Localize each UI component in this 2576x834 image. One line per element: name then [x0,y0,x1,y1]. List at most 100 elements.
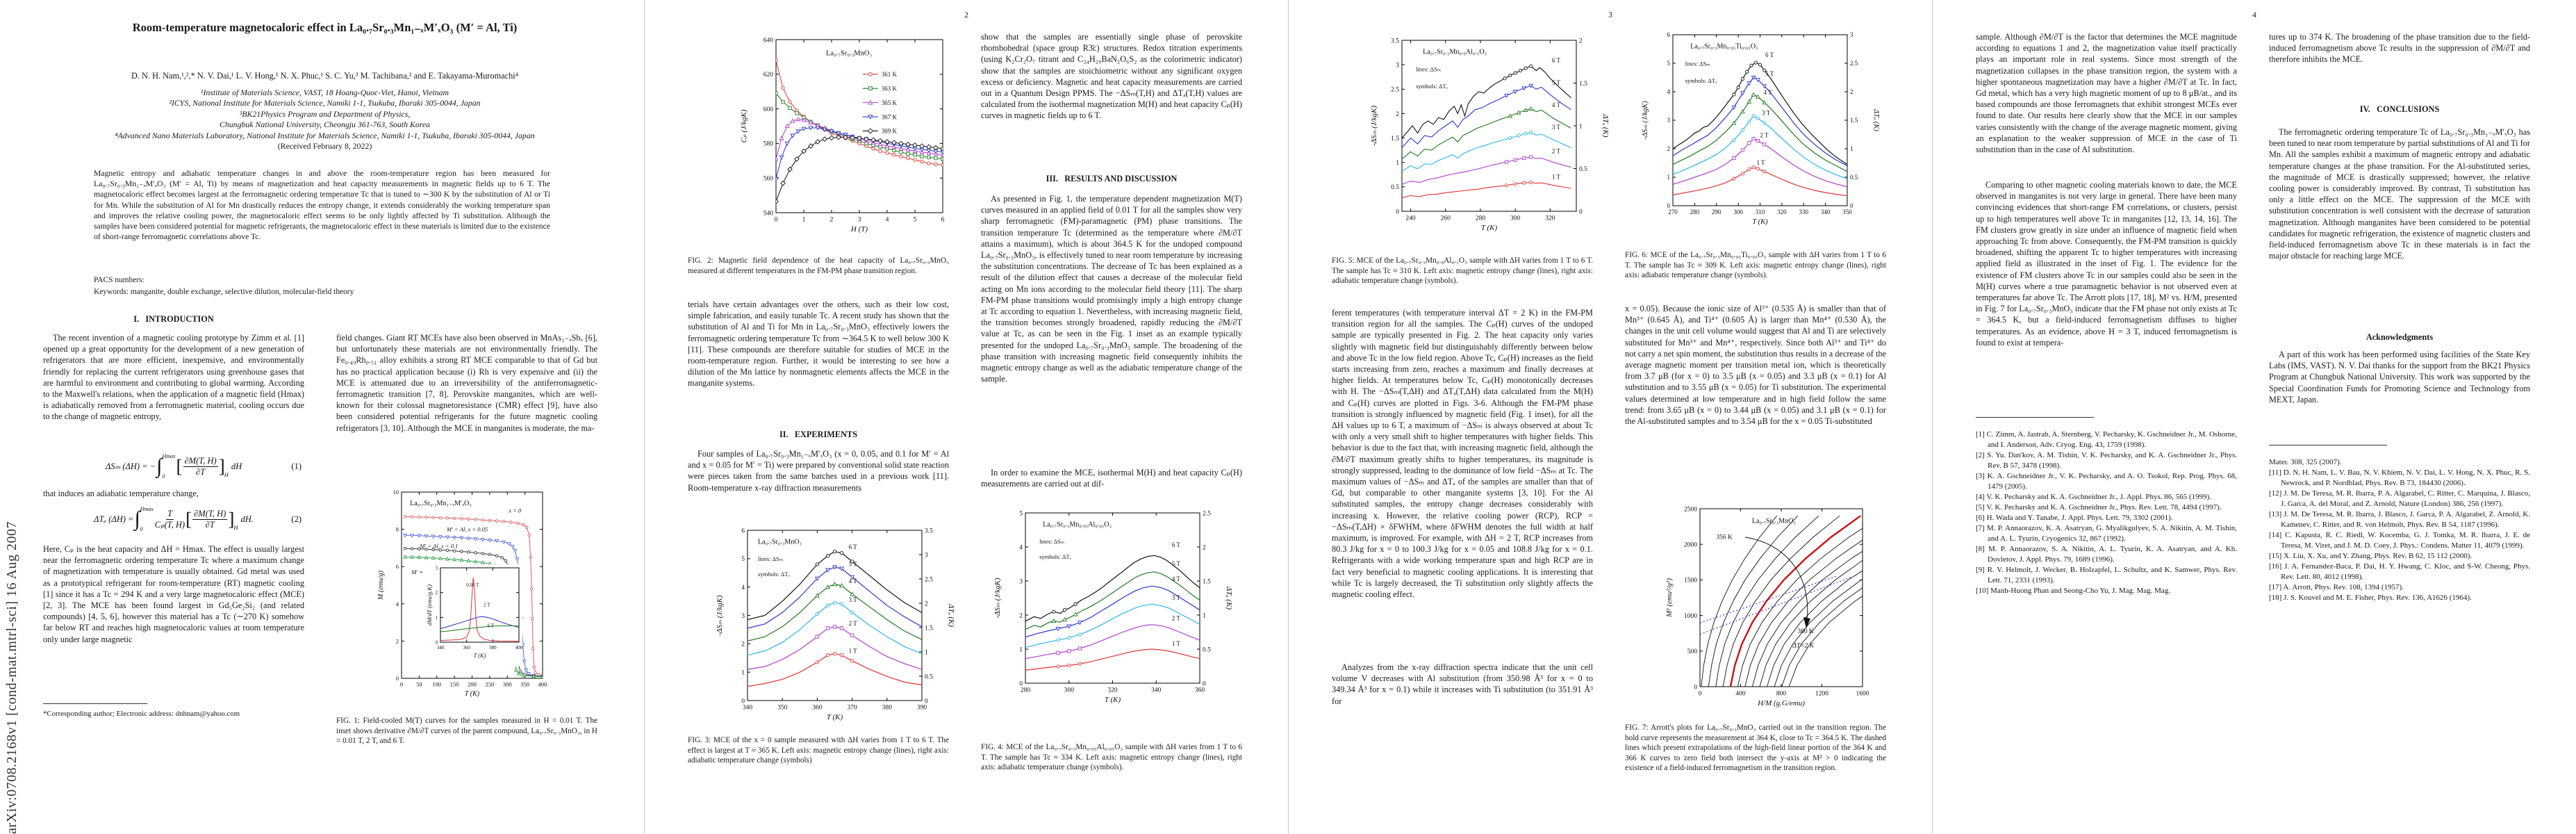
svg-text:367 K: 367 K [882,113,898,120]
svg-text:300: 300 [1510,215,1521,222]
svg-text:3: 3 [1019,578,1023,585]
svg-text:-ΔSₘ (J/kgK): -ΔSₘ (J/kgK) [1642,101,1649,140]
svg-text:2: 2 [830,217,834,224]
svg-text:3: 3 [436,565,438,571]
svg-text:400: 400 [1735,691,1746,698]
svg-text:0: 0 [1396,208,1399,215]
svg-text:1: 1 [1579,123,1583,130]
paragraph: show that the samples are essentially si… [981,32,1242,121]
reference-item: [4] V. K. Pecharsky and K. A. Gschneidne… [1976,493,2212,501]
svg-text:lines: ΔSₘ: lines: ΔSₘ [1039,538,1065,545]
svg-text:4: 4 [741,584,745,591]
fig5-chart: 240 260 280 300 320 0 0.5 1 1.5 2 2.5 3 3.5 0 0.5 1 1.5 2… [1370,38,1610,232]
svg-text:0.5: 0.5 [1579,166,1587,173]
paragraph: that induces an adiabatic temperature ch… [43,489,199,498]
svg-text:ΔTₐ (K): ΔTₐ (K) [1225,586,1232,610]
svg-text:360: 360 [812,705,823,712]
svg-text:T (K): T (K) [465,690,480,698]
svg-text:1.5: 1.5 [1850,117,1858,124]
svg-text:2000: 2000 [1684,542,1697,549]
abstract: Magnetic entropy and adiabatic temperatu… [94,169,550,242]
svg-text:5 T: 5 T [1552,79,1561,86]
reference-item: [3] K. A. Gschneidner Jr., V. K. Pechars… [1976,472,2237,491]
svg-text:1 T: 1 T [1172,640,1181,647]
reference-item: [10] Manh-Huong Phan and Seong-Cho Yu, J… [1976,587,2171,595]
svg-text:320: 320 [1107,687,1118,694]
svg-text:3 T: 3 T [1552,124,1561,131]
svg-text:2: 2 [436,590,438,596]
references-column-2: Mater. 308, 325 (2007). [11] D. N. H. Nam… [2269,457,2530,603]
reference-item: [11] D. N. H. Nam, L. V. Bau, N. V. Khie… [2269,468,2530,487]
svg-text:6 T: 6 T [488,623,495,629]
paragraph: Analyzes from the x-ray diffraction spec… [1332,662,1593,706]
affiliation-2: ²ICYS, National Institute for Materials … [169,98,481,108]
svg-text:400: 400 [538,681,547,688]
svg-text:ΔTₐ (K): ΔTₐ (K) [947,603,954,628]
svg-text:M (emu/g): M (emu/g) [377,570,385,600]
svg-text:6: 6 [941,217,945,224]
svg-text:360: 360 [1195,687,1205,694]
svg-text:2 T: 2 T [484,603,490,608]
svg-text:4: 4 [396,600,399,607]
svg-text:4 T: 4 T [849,578,858,584]
svg-text:1 T: 1 T [849,647,858,654]
svg-text:5: 5 [741,556,745,563]
affiliation-1: ¹Institute of Materials Science, VAST, 1… [200,88,449,97]
affiliation-3: ³BK21Physics Program and Department of P… [239,108,411,119]
fig7-chart: 0 400 800 1200 1600 0 500 1000 1500 2000 2500 H/M (… [1665,506,1869,708]
paragraph: As presented in Fig. 1, the temperature … [981,194,1242,384]
svg-text:La₀.₇Sr₀.₃Mn₀.₉₅Al₀.₀₅O₃: La₀.₇Sr₀.₃Mn₀.₉₅Al₀.₀₅O₃ [1043,521,1112,529]
svg-text:1: 1 [1667,174,1671,181]
svg-text:T (K): T (K) [827,713,843,721]
svg-text:4 T: 4 T [1552,101,1561,108]
svg-text:8: 8 [396,526,399,533]
svg-text:0: 0 [775,217,778,224]
svg-text:300: 300 [503,681,512,688]
svg-text:1: 1 [925,649,928,656]
svg-text:1600: 1600 [1856,691,1869,698]
figure-7-caption: FIG. 7: Arrott's plots for La₀.₇Sr₀.₃MnO… [1625,723,1886,773]
svg-text:6: 6 [1667,31,1671,38]
reference-item: [12] J. M. De Teresa, M. R. Ibarra, P. A… [2269,489,2530,508]
svg-text:2.5: 2.5 [925,576,933,583]
svg-text:640: 640 [763,37,774,44]
svg-text:340: 340 [1821,208,1831,215]
paper-title: Room-temperature magnetocaloric effect i… [132,21,518,34]
paragraph: tures up to 374 K. The broadening of the… [2269,32,2530,65]
svg-text:0: 0 [400,681,403,688]
svg-text:360: 360 [463,645,470,651]
arxiv-banner: arXiv:0708.2168v1 [cond-mat.mtrl-sci] 16… [4,521,19,834]
svg-text:6 T: 6 T [849,543,858,550]
svg-text:0: 0 [1019,680,1023,687]
svg-text:0: 0 [1203,680,1206,687]
svg-text:lines: ΔSₘ: lines: ΔSₘ [1416,65,1442,72]
svg-text:560: 560 [763,176,774,183]
svg-text:La₀.₇Sr₀.₃Mn₁₋ₓM′ₓO₃: La₀.₇Sr₀.₃Mn₁₋ₓM′ₓO₃ [410,500,472,507]
svg-text:300: 300 [1064,687,1075,694]
svg-text:3.5: 3.5 [1391,38,1399,44]
reference-item: [6] H. Wada and Y. Tanabe, J. Appl. Phys… [1976,514,2173,522]
svg-text:2: 2 [1850,88,1853,95]
paragraph: Comparing to other magnetic cooling mate… [1976,180,2237,348]
svg-text:1: 1 [436,615,438,621]
svg-text:dM/dT (emu/g.K): dM/dT (emu/g.K) [426,584,433,626]
svg-text:4: 4 [1667,88,1671,95]
figure-2-caption: FIG. 2: Magnetic field dependence of the… [688,256,949,275]
svg-text:3: 3 [741,613,745,620]
svg-text:1: 1 [1850,145,1853,152]
fig3-chart: 340 350 360 370 380 390012345600.511.522.533.… [716,528,955,721]
svg-text:1.5: 1.5 [1203,578,1211,585]
svg-text:x = 0: x = 0 [508,507,522,514]
figure-5-caption: FIG. 5: MCE of the La₀.₇Sr₀.₃Mn₀.₉Al₀.₁O… [1332,256,1593,286]
svg-text:2 T: 2 T [1552,147,1561,154]
paragraph: ferent temperatures (with temperature in… [1332,308,1593,600]
svg-text:620: 620 [763,72,774,79]
svg-text:280: 280 [1021,687,1031,694]
svg-text:La₀.₇Sr₀.₃MnO₃: La₀.₇Sr₀.₃MnO₃ [758,539,802,546]
reference-item: [17] A. Arrott, Phys. Rev. 108, 1394 (19… [2269,583,2404,591]
figure-1-inset: 340 360 380 400 0 1 2 3 T (K) dM/dT (emu/g.K) 0.01… [424,564,523,667]
svg-text:100: 100 [432,681,441,688]
svg-text:0.5: 0.5 [1203,646,1211,653]
